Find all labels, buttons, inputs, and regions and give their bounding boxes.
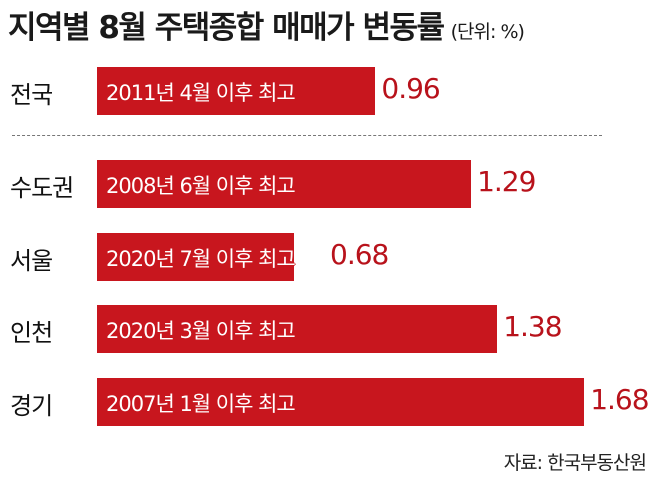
bar-annotation: 2020년 3월 이후 최고 [106, 319, 296, 343]
title-text: 지역별 8월 주택종합 매매가 변동률 [8, 10, 445, 46]
category-label: 인천 [10, 319, 53, 347]
value-label: 1.29 [477, 165, 536, 198]
value-label: 1.38 [503, 310, 562, 343]
bar-annotation: 2007년 1월 이후 최고 [106, 392, 296, 416]
category-label: 서울 [10, 247, 53, 275]
value-label: 0.68 [330, 238, 389, 271]
bar-annotation: 2011년 4월 이후 최고 [106, 81, 296, 105]
category-label: 전국 [10, 81, 53, 109]
bar [97, 378, 585, 426]
bar [97, 233, 295, 281]
bar [97, 305, 498, 353]
category-label: 경기 [10, 392, 53, 420]
bar [97, 67, 376, 115]
dashed-divider [12, 135, 602, 136]
chart-title: 지역별 8월 주택종합 매매가 변동률 (단위: %) [8, 2, 525, 47]
source-label: 자료: 한국부동산원 [503, 452, 647, 474]
bar-annotation: 2020년 7월 이후 최고 [106, 247, 296, 271]
bar [97, 160, 472, 208]
unit-label: (단위: %) [450, 21, 525, 43]
value-label: 0.96 [381, 72, 440, 105]
bar-annotation: 2008년 6월 이후 최고 [106, 174, 296, 198]
value-label: 1.68 [590, 383, 649, 416]
category-label: 수도권 [10, 174, 74, 202]
